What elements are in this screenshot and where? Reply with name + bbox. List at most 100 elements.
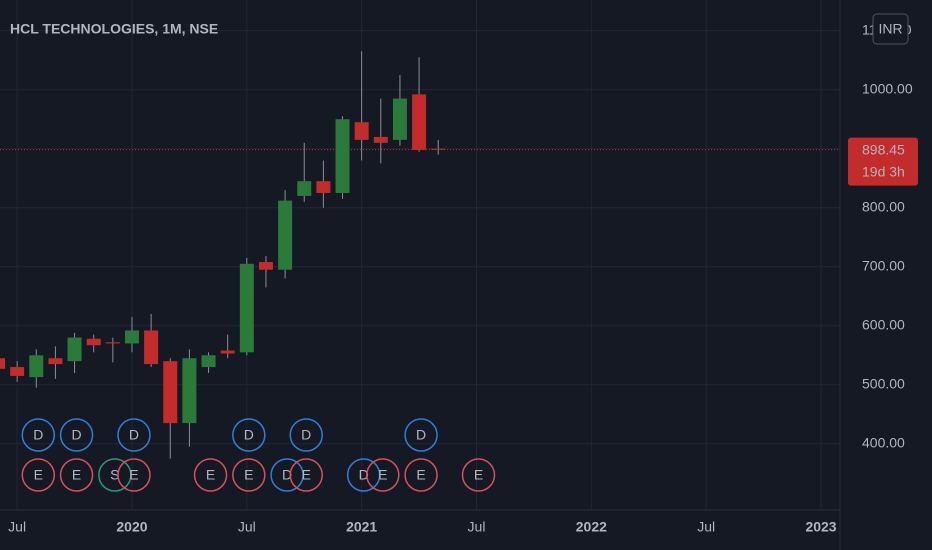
event-label: D [301,427,311,443]
currency-label: INR [878,21,902,37]
event-marker: D [21,418,56,452]
event-label: E [378,467,387,483]
event-marker: E [366,458,400,492]
candle-body [278,200,293,270]
chart-title: HCL TECHNOLOGIES, 1M, NSE [10,21,218,37]
event-circle [366,458,400,492]
event-circle [461,458,496,492]
event-circle [117,458,151,492]
last-price-badge [848,137,918,186]
event-marker: D [232,418,266,452]
candle-body [258,262,273,270]
candle-body [124,330,139,344]
event-marker: E [59,458,94,492]
last-price-label: 898.45 [862,141,905,157]
event-marker: S [98,458,132,492]
candle-body [297,181,312,196]
event-label: D [129,427,139,443]
candle-body [105,342,120,344]
event-label: E [129,467,138,483]
y-tick-label: 1000.00 [862,80,913,96]
event-label: E [474,467,483,483]
event-label: D [416,427,426,443]
candle-body [10,367,25,376]
event-circle [193,458,228,492]
x-tick-label: Jul [8,519,26,535]
candle-body [67,337,82,362]
candle-body [373,136,388,143]
event-marker: E [461,458,496,492]
event-label: E [72,467,81,483]
y-tick-label: 500.00 [862,375,905,391]
event-marker: D [346,458,381,492]
event-marker: E [117,458,151,492]
event-circle [117,418,151,452]
event-label: D [282,467,292,483]
candle-body [201,355,216,368]
event-circle [232,418,266,452]
event-circle [98,458,132,492]
event-marker: E [21,458,56,492]
event-circle [289,458,323,492]
event-marker: D [59,418,94,452]
event-circle [404,418,438,452]
y-tick-label: 800.00 [862,198,905,214]
event-marker: E [193,458,228,492]
candle-body [163,361,178,424]
event-label: D [71,427,81,443]
event-label: E [244,467,253,483]
candle-body [354,122,369,140]
candle-body [182,358,197,424]
countdown-label: 19d 3h [862,163,905,179]
event-circle [404,458,438,492]
x-tick-label: 2020 [116,519,147,535]
event-label: E [302,467,311,483]
candle-body [86,338,101,346]
event-circle [346,458,381,492]
event-marker: D [270,458,304,492]
x-tick-label: 2023 [805,519,836,535]
event-circle [232,458,266,492]
candle-body [220,350,235,354]
y-tick-label: 400.00 [862,434,905,450]
event-label: D [33,427,43,443]
candle-body [392,98,407,140]
event-label: E [34,467,43,483]
event-circle [289,418,323,452]
event-circle [59,458,94,492]
event-circle [59,418,94,452]
event-circle [21,458,56,492]
event-circle [270,458,304,492]
y-tick-label: 700.00 [862,257,905,273]
event-marker: D [404,418,438,452]
candle-body [144,330,159,365]
candle-body [431,148,446,150]
event-label: E [416,467,425,483]
event-marker: D [117,418,151,452]
x-tick-label: 2021 [346,519,377,535]
candle-body [335,119,350,193]
candle-body [412,94,427,150]
currency-button[interactable] [872,13,909,45]
x-tick-label: Jul [238,519,256,535]
candle-body [0,358,5,369]
x-tick-label: Jul [468,519,486,535]
event-marker: E [289,458,323,492]
candle-body [239,263,254,353]
x-tick-label: 2022 [576,519,607,535]
event-marker: E [232,458,266,492]
event-label: S [110,467,119,483]
candle-body [316,181,331,193]
event-marker: D [289,418,323,452]
y-tick-label: 600.00 [862,316,905,332]
event-circle [21,418,56,452]
event-marker: E [404,458,438,492]
event-label: E [206,467,215,483]
candle-body [48,358,63,365]
candle-body [29,355,44,378]
event-label: D [244,427,254,443]
x-tick-label: Jul [697,519,715,535]
event-label: D [359,467,369,483]
